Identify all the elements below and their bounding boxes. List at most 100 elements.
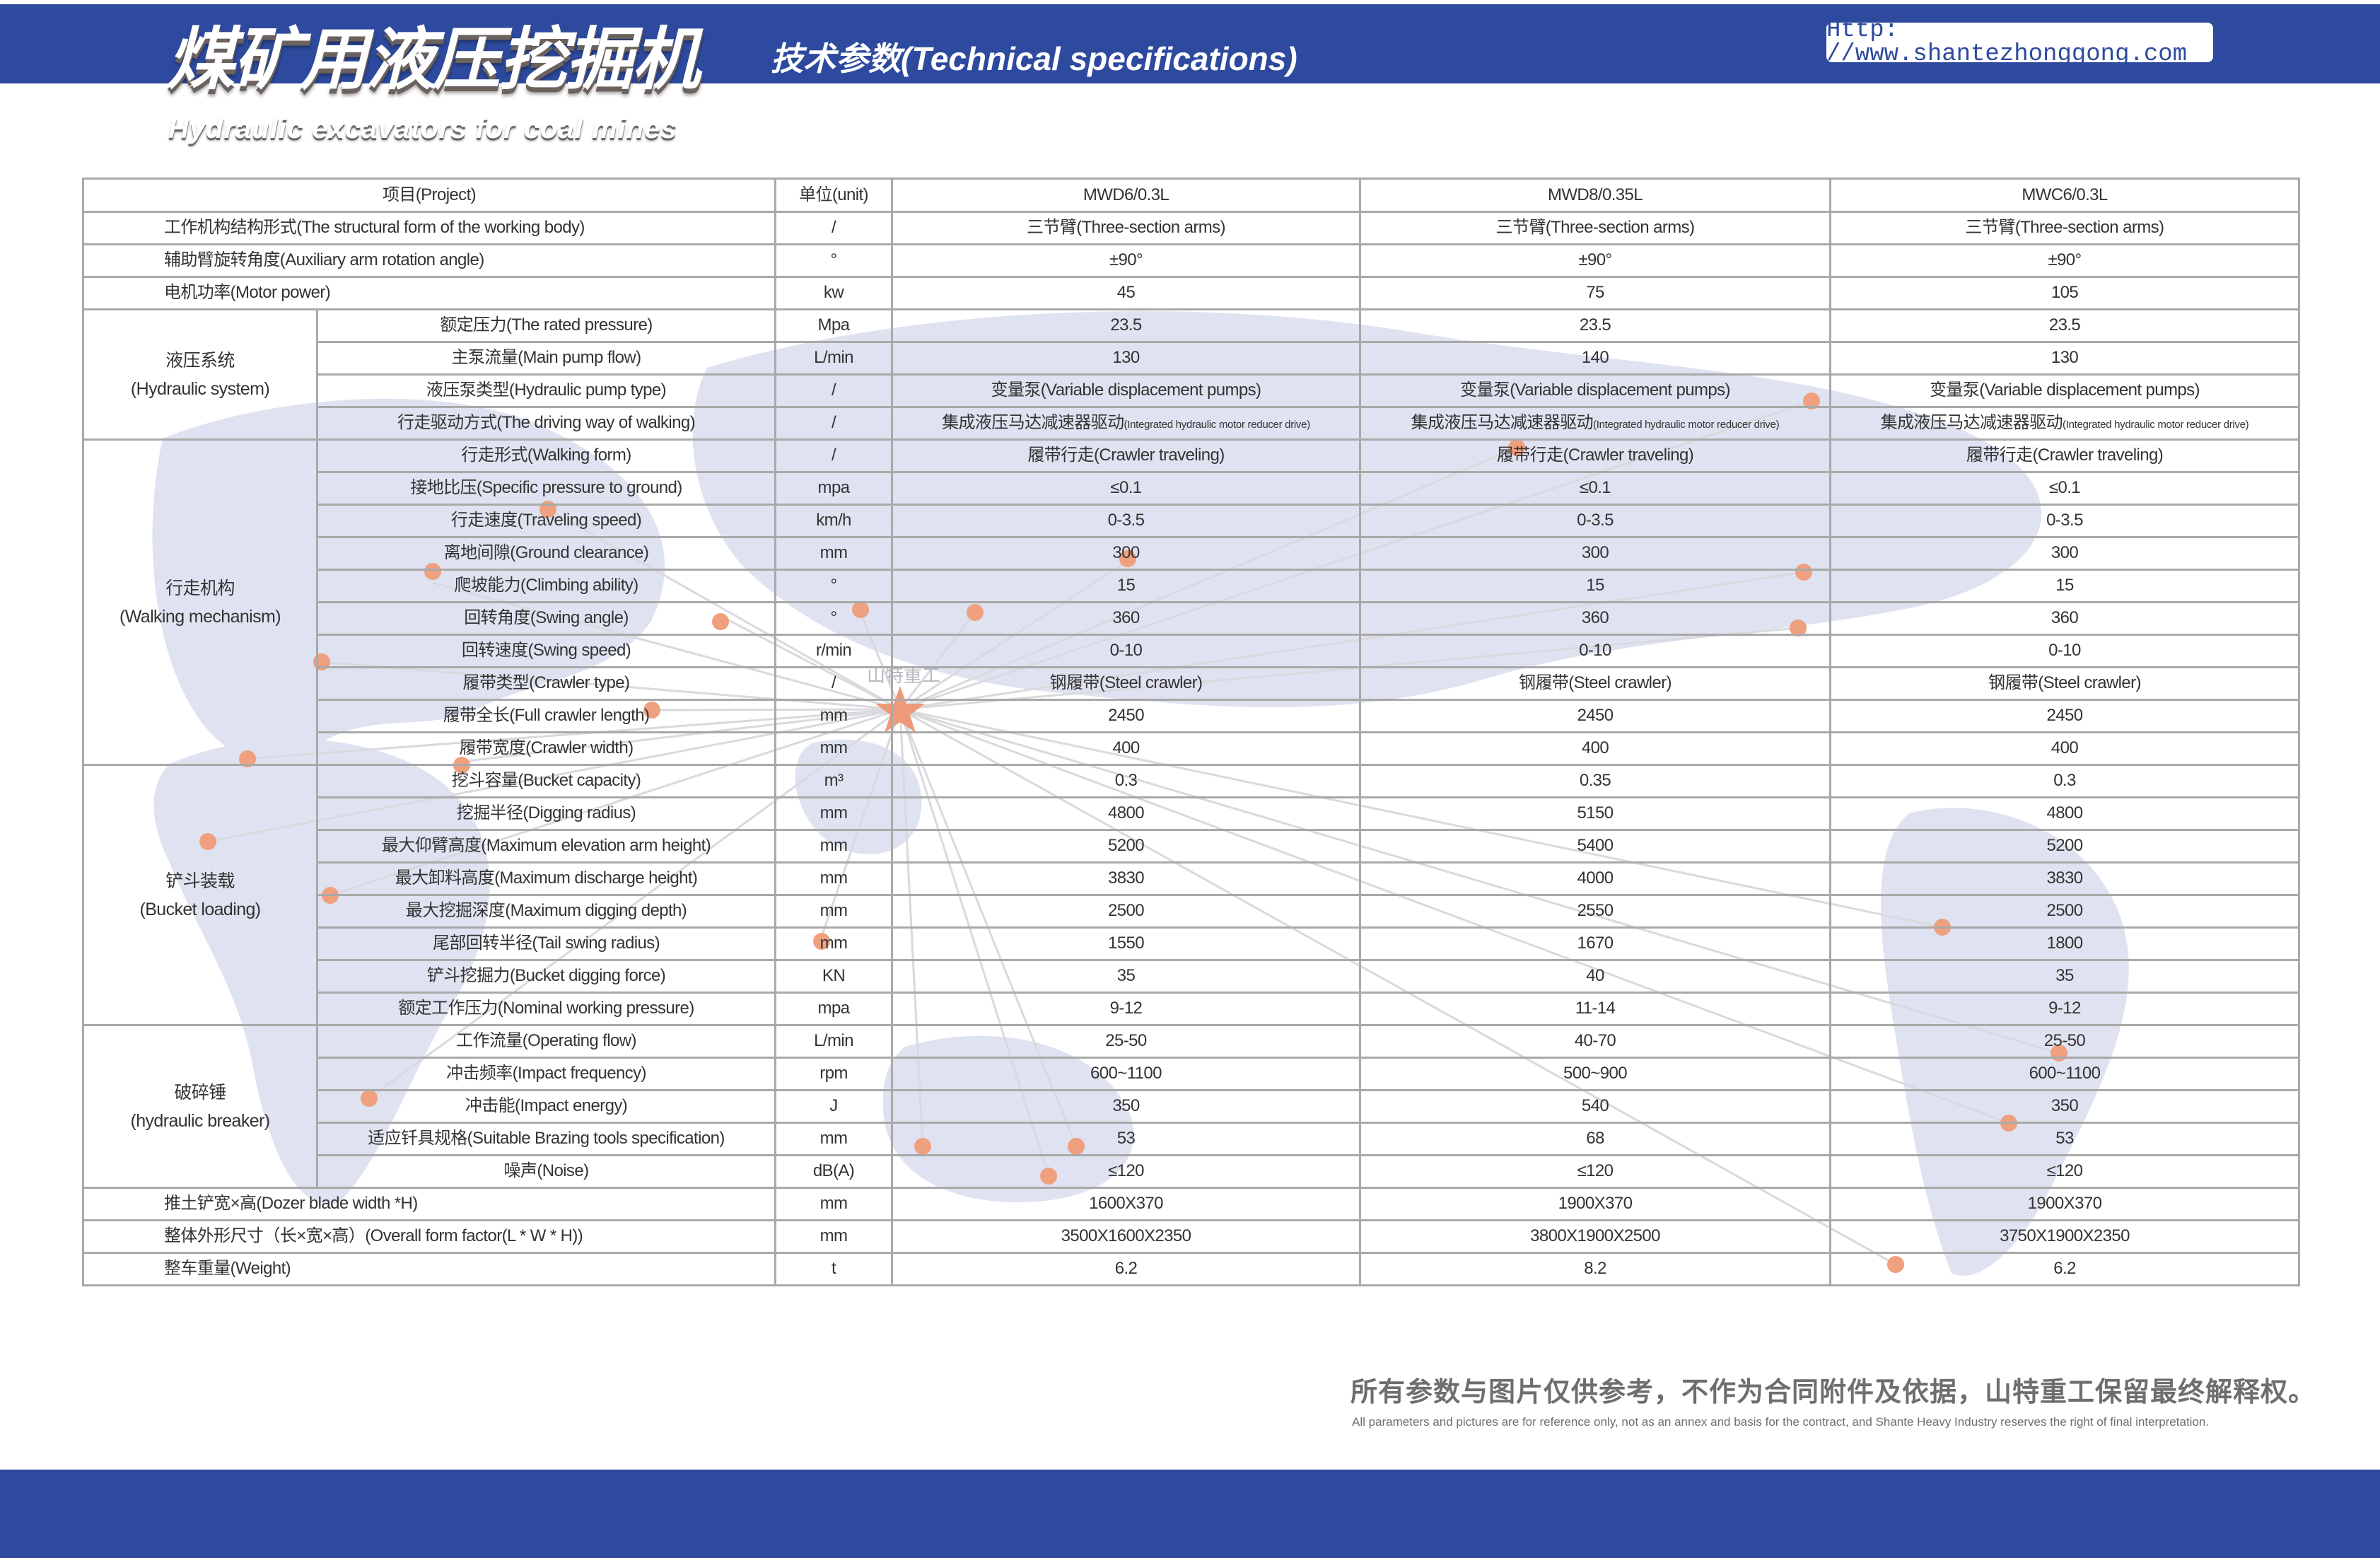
group-label: 液压系统 (Hydraulic system): [82, 308, 318, 441]
value-text: 集成液压马达减速器驱动: [1411, 413, 1594, 433]
value-cell: 35: [891, 959, 1361, 994]
value-cell: ≤0.1: [1359, 471, 1831, 506]
value-cell: 600~1100: [891, 1057, 1361, 1091]
value-cell: 集成液压马达减速器驱动(Integrated hydraulic motor r…: [891, 406, 1361, 441]
unit-cell: mm: [774, 731, 893, 766]
value-cell: ≤0.1: [1829, 471, 2300, 506]
group-label: 行走机构 (Walking mechanism): [82, 438, 318, 766]
value-cell: 4000: [1359, 861, 1831, 896]
value-cell: 4800: [1829, 796, 2300, 831]
value-cell: 三节臂(Three-section arms): [1829, 211, 2300, 245]
value-cell: 0-10: [891, 634, 1361, 668]
value-cell: 0-10: [1359, 634, 1831, 668]
value-cell: 540: [1359, 1089, 1831, 1124]
value-cell: 25-50: [1829, 1024, 2300, 1059]
header-model: MWD6/0.3L: [891, 178, 1361, 213]
table-row: 行走机构 (Walking mechanism) 行走形式(Walking form…: [82, 438, 2300, 766]
value-cell: 75: [1359, 276, 1831, 310]
row-label: 液压泵类型(Hydraulic pump type): [316, 373, 776, 408]
row-label: 工作流量(Operating flow): [316, 1024, 776, 1059]
header-model: MWD8/0.35L: [1359, 178, 1831, 213]
unit-cell: dB(A): [774, 1154, 893, 1189]
value-cell: 400: [1829, 731, 2300, 766]
value-text: 集成液压马达减速器驱动: [942, 413, 1124, 433]
value-cell: 11-14: [1359, 992, 1831, 1026]
row-label: 冲击能(Impact energy): [316, 1089, 776, 1124]
group-name-en: (hydraulic breaker): [130, 1110, 270, 1131]
unit-cell: m³: [774, 764, 893, 798]
value-cell: 140: [1359, 341, 1831, 376]
row-label: 铲斗挖掘力(Bucket digging force): [316, 959, 776, 994]
table-row: 噪声(Noise) dB(A) ≤120 ≤120 ≤120: [83, 1154, 2300, 1189]
row-label: 工作机构结构形式(The structural form of the work…: [82, 211, 776, 245]
table-row: 履带全长(Full crawler length) mm 2450 2450 2450: [83, 699, 2300, 733]
value-cell: 9-12: [1829, 992, 2300, 1026]
group-name-cn: 破碎锤: [174, 1082, 226, 1103]
value-cell: 53: [1829, 1122, 2300, 1156]
table-row: 接地比压(Specific pressure to ground) mpa ≤0.1…: [83, 471, 2300, 506]
row-label: 额定工作压力(Nominal working pressure): [316, 992, 776, 1026]
group-name-cn: 行走机构: [165, 578, 235, 598]
group-name-cn: 液压系统: [165, 350, 235, 371]
value-cell: 350: [1829, 1089, 2300, 1124]
unit-cell: /: [774, 211, 893, 245]
table-row: 适应钎具规格(Suitable Brazing tools specificat…: [83, 1122, 2300, 1156]
row-label: 接地比压(Specific pressure to ground): [316, 471, 776, 506]
value-cell: 0-3.5: [1359, 504, 1831, 538]
value-cell: 变量泵(Variable displacement pumps): [1829, 373, 2300, 408]
website-url[interactable]: Http: //www.shantezhonggong.com: [1826, 18, 2213, 66]
row-label: 推土铲宽×高(Dozer blade width *H): [82, 1187, 776, 1221]
unit-cell: mm: [774, 926, 893, 961]
value-cell: 三节臂(Three-section arms): [891, 211, 1361, 245]
value-cell: 360: [891, 601, 1361, 636]
value-cell: 300: [1829, 536, 2300, 571]
unit-cell: mm: [774, 861, 893, 896]
row-label: 最大仰臂高度(Maximum elevation arm height): [316, 829, 776, 864]
table-row: 履带宽度(Crawler width) mm 400 400 400: [83, 731, 2300, 766]
value-cell: 6.2: [891, 1252, 1361, 1286]
value-cell: 变量泵(Variable displacement pumps): [891, 373, 1361, 408]
table-header-row: 项目(Project) 单位(unit) MWD6/0.3L MWD8/0.35…: [82, 178, 2300, 213]
value-cell: 5200: [891, 829, 1361, 864]
value-cell: 500~900: [1359, 1057, 1831, 1091]
value-cell: 360: [1359, 601, 1831, 636]
unit-cell: °: [774, 601, 893, 636]
value-cell: 2450: [891, 699, 1361, 733]
disclaimer-en: All parameters and pictures are for refe…: [1352, 1415, 2210, 1429]
value-cell: 2500: [1829, 894, 2300, 929]
value-cell: ±90°: [1359, 243, 1831, 278]
value-cell: 300: [891, 536, 1361, 571]
value-cell: 钢履带(Steel crawler): [1829, 666, 2300, 701]
value-cell: 400: [891, 731, 1361, 766]
footer-band: [0, 1470, 2380, 1558]
value-cell: 履带行走(Crawler traveling): [891, 438, 1361, 473]
value-cell: 0.3: [1829, 764, 2300, 798]
value-cell: 5150: [1359, 796, 1831, 831]
row-label: 电机功率(Motor power): [82, 276, 776, 310]
value-cell: 1800: [1829, 926, 2300, 961]
page-title: 煤矿用液压挖掘机: [167, 20, 700, 99]
unit-cell: mpa: [774, 471, 893, 506]
table-row: 液压系统 (Hydraulic system) 额定压力(The rated pre…: [82, 308, 2300, 441]
table-row: 行走速度(Traveling speed) km/h 0-3.5 0-3.5 0-3.5: [83, 504, 2300, 538]
value-cell: 3830: [891, 861, 1361, 896]
value-cell: 1900X370: [1359, 1187, 1831, 1221]
value-cell: 68: [1359, 1122, 1831, 1156]
row-label: 离地间隙(Ground clearance): [316, 536, 776, 571]
value-cell: 23.5: [1829, 308, 2300, 343]
table-row: 液压泵类型(Hydraulic pump type) / 变量泵(Variable …: [83, 373, 2300, 408]
table-row: 离地间隙(Ground clearance) mm 300 300 300: [83, 536, 2300, 571]
row-label: 履带全长(Full crawler length): [316, 699, 776, 733]
value-cell: 4800: [891, 796, 1361, 831]
group-name-en: (Walking mechanism): [119, 606, 281, 627]
row-label: 主泵流量(Main pump flow): [316, 341, 776, 376]
value-cell: 15: [1359, 569, 1831, 603]
value-cell: 3830: [1829, 861, 2300, 896]
value-cell: ≤120: [1829, 1154, 2300, 1189]
table-row: 冲击频率(Impact frequency) rpm 600~1100 500~900…: [83, 1057, 2300, 1091]
value-cell: 35: [1829, 959, 2300, 994]
value-cell: 360: [1829, 601, 2300, 636]
row-label: 挖斗容量(Bucket capacity): [316, 764, 776, 798]
value-cell: 25-50: [891, 1024, 1361, 1059]
value-cell: 23.5: [891, 308, 1361, 343]
